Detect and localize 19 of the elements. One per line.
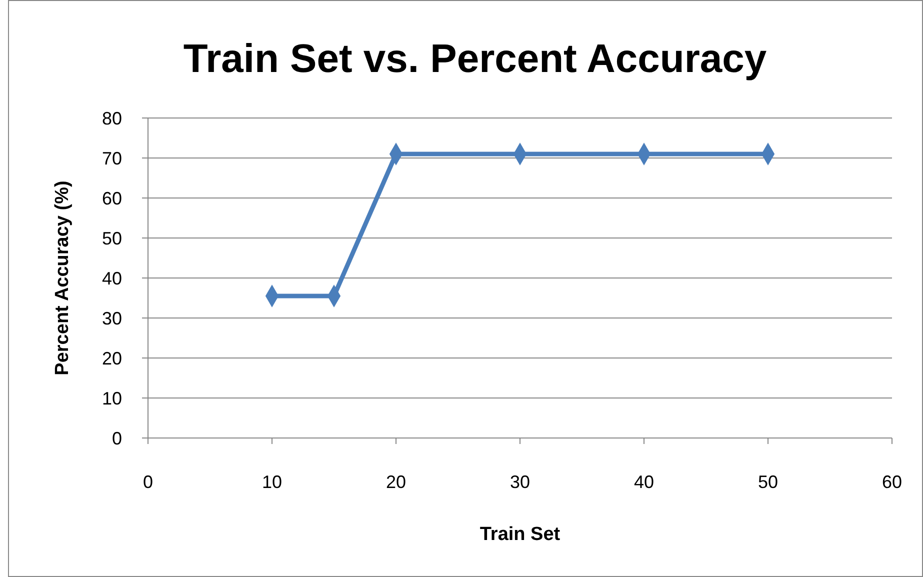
y-tick-label: 0 <box>112 428 122 448</box>
x-tick-label: 60 <box>882 472 902 492</box>
y-tick-label: 50 <box>102 228 122 248</box>
y-tick-label: 40 <box>102 268 122 288</box>
y-tick-label: 80 <box>102 108 122 128</box>
x-tick-label: 30 <box>510 472 530 492</box>
x-tick-label: 10 <box>262 472 282 492</box>
x-tick-label: 0 <box>142 472 154 492</box>
y-axis-title: Percent Accuracy (%) <box>52 180 73 376</box>
y-tick-label: 60 <box>102 188 122 208</box>
y-tick-label: 20 <box>102 348 122 368</box>
x-tick-label: 40 <box>634 472 654 492</box>
x-axis-title: Train Set <box>480 524 561 545</box>
x-tick-label: 20 <box>386 472 406 492</box>
y-tick-label: 10 <box>102 388 122 408</box>
x-tick-label: 50 <box>758 472 778 492</box>
y-tick-label: 30 <box>102 308 122 328</box>
y-tick-label: 70 <box>102 148 122 168</box>
chart-title: Train Set vs. Percent Accuracy <box>183 37 768 81</box>
